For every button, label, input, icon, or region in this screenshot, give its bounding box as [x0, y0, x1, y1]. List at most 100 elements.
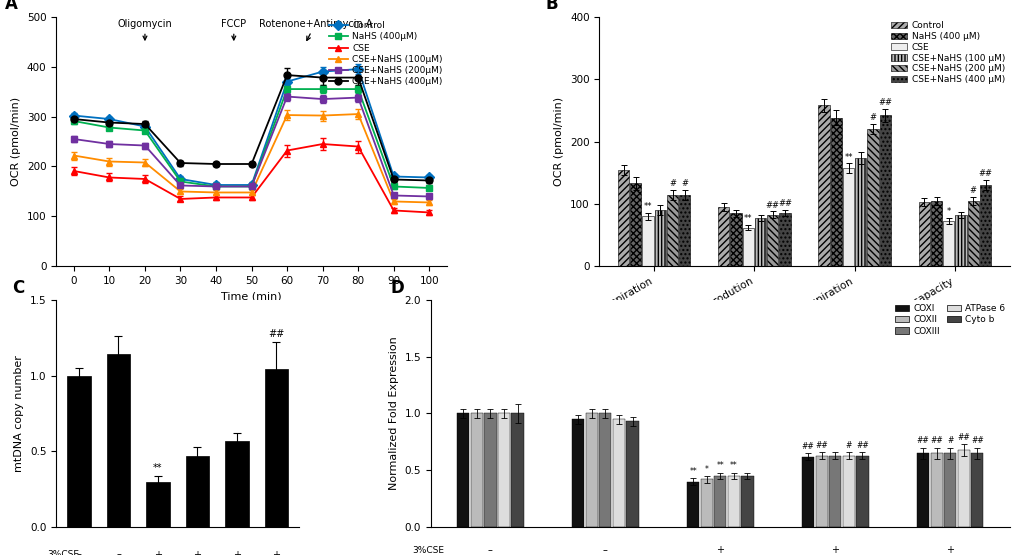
Bar [511, 413, 523, 527]
Text: **: ** [844, 153, 852, 162]
Text: 3%CSE: 3%CSE [47, 550, 79, 555]
Text: *: * [946, 207, 950, 216]
Text: ##: ## [957, 433, 969, 442]
Y-axis label: OCR (pmol/min): OCR (pmol/min) [554, 97, 564, 186]
Text: **: ** [715, 461, 723, 471]
Bar [742, 228, 753, 266]
Bar [979, 185, 990, 266]
Bar [67, 376, 91, 527]
Bar [943, 221, 954, 266]
Text: **: ** [643, 203, 652, 211]
Bar [854, 158, 865, 266]
Text: #: # [946, 436, 953, 445]
Legend: Control, NaHS (400 μM), CSE, CSE+NaHS (100 μM), CSE+NaHS (200 μM), CSE+NaHS (400: Control, NaHS (400 μM), CSE, CSE+NaHS (1… [891, 21, 1005, 84]
Bar [225, 441, 249, 527]
Text: ##: ## [929, 436, 943, 445]
Bar [679, 195, 690, 266]
Text: #: # [668, 179, 676, 188]
Bar [497, 413, 510, 527]
Bar [185, 456, 209, 527]
Bar [878, 115, 890, 266]
Text: –: – [76, 549, 82, 555]
Y-axis label: mtDNA copy number: mtDNA copy number [14, 355, 24, 472]
Bar [730, 213, 741, 266]
Bar [957, 450, 969, 527]
Bar [967, 201, 978, 266]
Text: ##: ## [977, 169, 991, 178]
Bar [856, 456, 868, 527]
Bar [654, 210, 665, 266]
Text: ##: ## [801, 442, 813, 451]
Text: ##: ## [777, 199, 792, 208]
Bar [630, 183, 641, 266]
Legend: COXI, COXII, COXIII, ATPase 6, Cyto b: COXI, COXII, COXIII, ATPase 6, Cyto b [895, 304, 1005, 336]
Bar [842, 456, 854, 527]
Text: +: + [154, 549, 162, 555]
Text: ##: ## [855, 441, 868, 450]
Bar [829, 118, 841, 266]
Bar [842, 168, 853, 266]
Bar [918, 202, 929, 266]
Bar [264, 370, 288, 527]
Bar [713, 476, 726, 527]
Bar [916, 453, 928, 527]
Bar [612, 419, 625, 527]
Bar [687, 482, 699, 527]
Bar [666, 195, 678, 266]
Bar [700, 480, 712, 527]
Text: D: D [390, 279, 404, 297]
Text: FCCP: FCCP [221, 19, 247, 40]
Text: **: ** [730, 461, 737, 471]
Bar [146, 482, 169, 527]
Bar [955, 215, 966, 266]
Bar [470, 413, 482, 527]
Bar [717, 207, 729, 266]
Bar [828, 456, 841, 527]
Text: #: # [845, 441, 851, 450]
Text: B: B [545, 0, 558, 13]
Bar [572, 419, 584, 527]
Text: 3%CSE: 3%CSE [412, 546, 443, 554]
Bar [626, 421, 638, 527]
Bar [801, 457, 813, 527]
Text: +: + [715, 545, 723, 555]
Text: +: + [194, 549, 201, 555]
Text: #: # [969, 186, 976, 195]
Text: ##: ## [268, 329, 284, 339]
X-axis label: Time (min): Time (min) [221, 292, 281, 302]
Bar [817, 105, 828, 266]
Bar [728, 476, 739, 527]
Bar [779, 213, 790, 266]
Legend: Control, NaHS (400μM), CSE, CSE+NaHS (100μM), CSE+NaHS (200μM), CSE+NaHS (400μM): Control, NaHS (400μM), CSE, CSE+NaHS (10… [329, 21, 442, 87]
Text: #: # [868, 113, 875, 122]
Text: C: C [12, 279, 24, 297]
Text: +: + [946, 545, 953, 555]
Text: –: – [602, 545, 607, 555]
Text: –: – [487, 545, 492, 555]
Text: +: + [272, 549, 280, 555]
Text: **: ** [689, 467, 696, 476]
Text: ##: ## [970, 436, 982, 445]
Text: **: ** [153, 463, 163, 473]
Bar [930, 201, 942, 266]
Text: Rotenone+Antimycin A: Rotenone+Antimycin A [259, 19, 372, 41]
Bar [766, 215, 777, 266]
Text: A: A [5, 0, 18, 13]
Bar [484, 413, 496, 527]
Text: –: – [116, 549, 121, 555]
Y-axis label: OCR (pmol/min): OCR (pmol/min) [11, 97, 21, 186]
Bar [944, 453, 956, 527]
Bar [585, 413, 597, 527]
Bar [754, 218, 765, 266]
Bar [866, 129, 877, 266]
Bar [642, 216, 653, 266]
Text: *: * [704, 465, 708, 474]
Bar [741, 476, 753, 527]
Bar [815, 456, 827, 527]
Bar [929, 453, 942, 527]
Bar [107, 354, 130, 527]
Text: **: ** [743, 214, 752, 223]
Bar [598, 413, 610, 527]
Text: ##: ## [765, 200, 780, 210]
Bar [970, 453, 982, 527]
